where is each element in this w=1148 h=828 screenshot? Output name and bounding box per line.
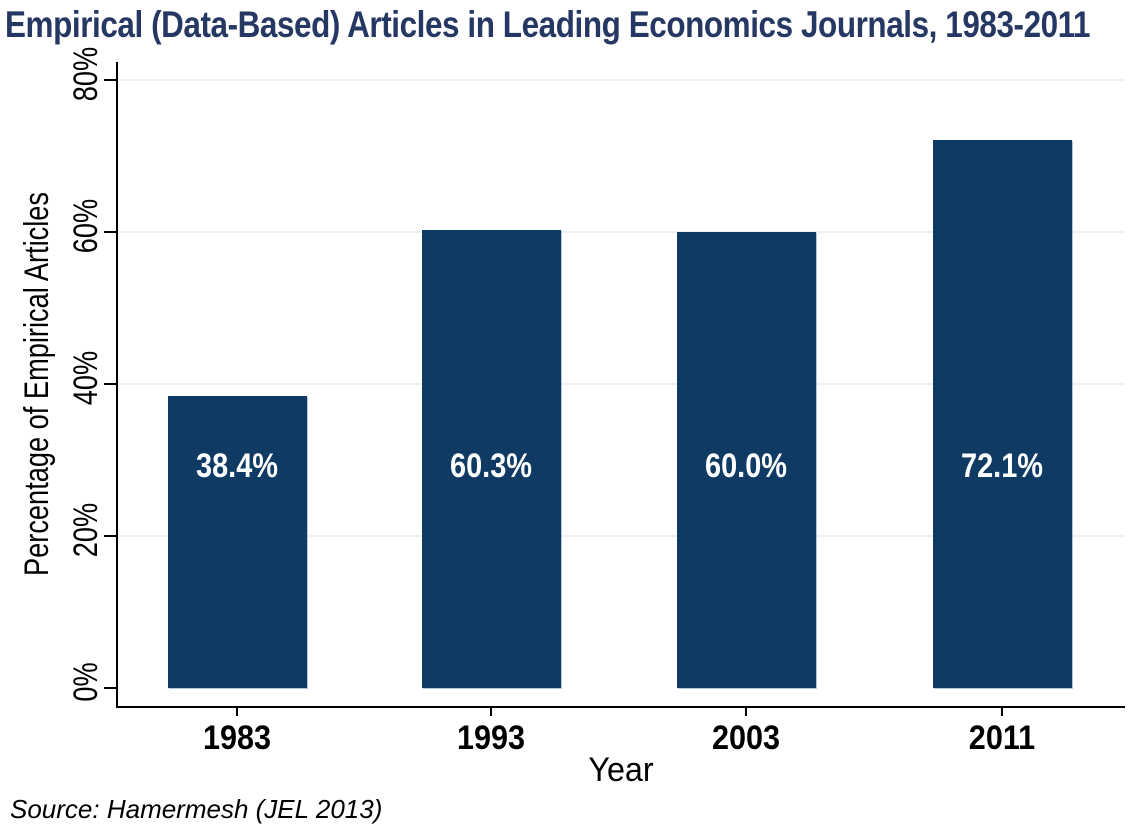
bar-2011 (933, 140, 1072, 688)
x-axis-title: Year (588, 751, 654, 789)
x-tick-label: 1993 (456, 719, 526, 757)
y-tick-label: 80% (67, 46, 105, 102)
chart-title: Empirical (Data-Based) Articles in Leadi… (5, 4, 1091, 45)
y-axis-title: Percentage of Empirical Articles (18, 192, 56, 576)
x-tick-label: 2011 (968, 719, 1036, 757)
bar-value-label: 38.4% (196, 447, 278, 485)
y-tick-80% (104, 79, 116, 81)
bar-value-label: 60.0% (705, 447, 787, 485)
gridline-80% (118, 79, 1125, 81)
x-tick-label: 2003 (711, 719, 781, 757)
x-tick-1993 (490, 708, 492, 716)
bar-2003 (677, 232, 816, 688)
gridline-60% (118, 231, 1125, 233)
y-tick-label: 40% (67, 350, 105, 406)
y-tick-label: 60% (67, 198, 105, 254)
y-tick-40% (104, 383, 116, 385)
y-tick-60% (104, 231, 116, 233)
y-tick-label: 0% (67, 662, 105, 702)
gridline-20% (118, 535, 1125, 537)
gridline-40% (118, 383, 1125, 385)
x-axis-line (116, 706, 1125, 708)
bar-1983 (168, 396, 307, 688)
x-tick-label: 1983 (202, 719, 272, 757)
x-tick-1983 (236, 708, 238, 716)
y-axis-line (116, 62, 118, 708)
bar-1993 (422, 230, 561, 688)
y-tick-20% (104, 535, 116, 537)
bar-value-label: 60.3% (450, 447, 532, 485)
y-tick-0% (104, 687, 116, 689)
y-tick-label: 20% (67, 502, 105, 558)
source-note: Source: Hamermesh (JEL 2013) (10, 794, 383, 824)
x-tick-2011 (1001, 708, 1003, 716)
bar-value-label: 72.1% (961, 447, 1043, 485)
x-tick-2003 (745, 708, 747, 716)
